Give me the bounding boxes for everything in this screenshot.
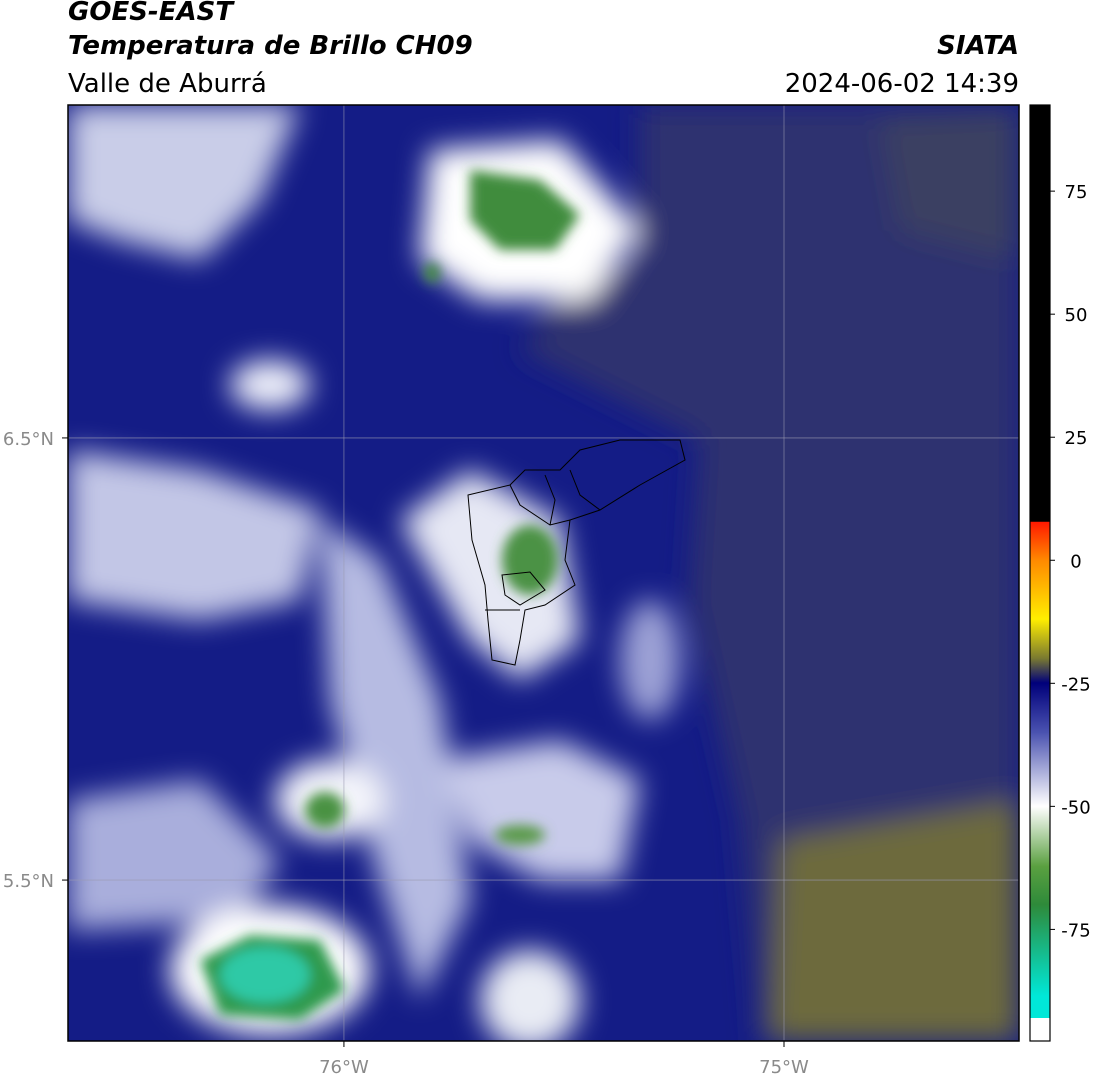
satellite-image — [68, 105, 1019, 1041]
x-tick-label: 76°W — [319, 1057, 369, 1078]
y-tick-label: 6.5°N — [3, 429, 54, 450]
y-tick-label: 5.5°N — [3, 871, 54, 892]
colorbar-tick-label: 0 — [1070, 551, 1081, 572]
map-frame — [67, 104, 1020, 1042]
colorbar-tick-label: -25 — [1061, 674, 1090, 695]
colorbar-tick-label: -75 — [1061, 920, 1090, 941]
title: GOES-EAST — [68, 0, 235, 27]
colorbar-frame — [1029, 104, 1051, 1042]
source: SIATA — [937, 31, 1019, 61]
colorbar-tick-label: 75 — [1065, 182, 1088, 203]
region: Valle de Aburrá — [68, 69, 267, 99]
colorbar-extension — [1030, 1018, 1050, 1041]
x-tick-label: 75°W — [759, 1057, 809, 1078]
colorbar-tick-label: 50 — [1065, 305, 1088, 326]
colorbar-tick-label: 25 — [1065, 428, 1088, 449]
colorbar — [1030, 105, 1050, 1018]
graticule — [68, 105, 1019, 1041]
subtitle: Temperatura de Brillo CH09 — [68, 31, 473, 61]
datetime: 2024-06-02 14:39 — [785, 69, 1019, 99]
municipal-boundaries — [467, 439, 686, 666]
colorbar-tick-label: -50 — [1061, 797, 1090, 818]
